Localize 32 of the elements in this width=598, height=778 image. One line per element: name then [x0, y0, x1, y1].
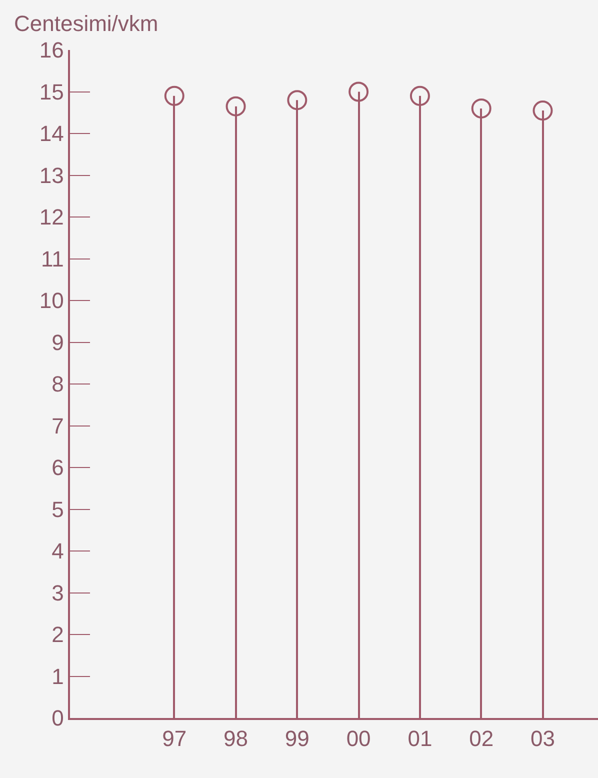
point — [287, 90, 308, 110]
x-tick-label: 00 — [346, 726, 371, 752]
x-tick-label: 03 — [530, 726, 555, 752]
y-tick-label: 8 — [52, 372, 64, 397]
point — [471, 98, 492, 118]
y-tick-label: 10 — [39, 288, 64, 314]
point — [226, 96, 246, 116]
x-tick-label: 99 — [284, 726, 310, 752]
point — [164, 86, 184, 106]
point — [348, 82, 369, 102]
y-tick-label: 12 — [39, 204, 64, 230]
x-tick-label: 01 — [408, 726, 432, 752]
point — [410, 86, 430, 106]
y-axis-title: Centesimi/vkm — [14, 11, 158, 36]
y-tick-label: 5 — [52, 496, 64, 522]
y-tick-label: 16 — [39, 38, 64, 63]
y-tick-label: 0 — [52, 706, 64, 731]
x-tick-label: 02 — [469, 726, 494, 752]
y-tick-label: 14 — [39, 121, 64, 146]
y-tick-label: 7 — [52, 413, 64, 438]
y-tick-label: 11 — [41, 246, 64, 272]
y-tick-label: 2 — [52, 622, 64, 648]
y-tick-label: 1 — [52, 664, 64, 689]
y-tick-label: 13 — [39, 162, 64, 188]
y-tick-label: 3 — [52, 580, 64, 606]
point — [532, 100, 553, 121]
y-tick-label: 9 — [52, 330, 64, 355]
y-tick-label: 4 — [52, 538, 64, 564]
x-tick-label: 97 — [162, 726, 187, 752]
x-tick-label: 98 — [224, 726, 248, 752]
y-tick-label: 15 — [39, 79, 64, 104]
y-tick-label: 6 — [52, 455, 64, 480]
